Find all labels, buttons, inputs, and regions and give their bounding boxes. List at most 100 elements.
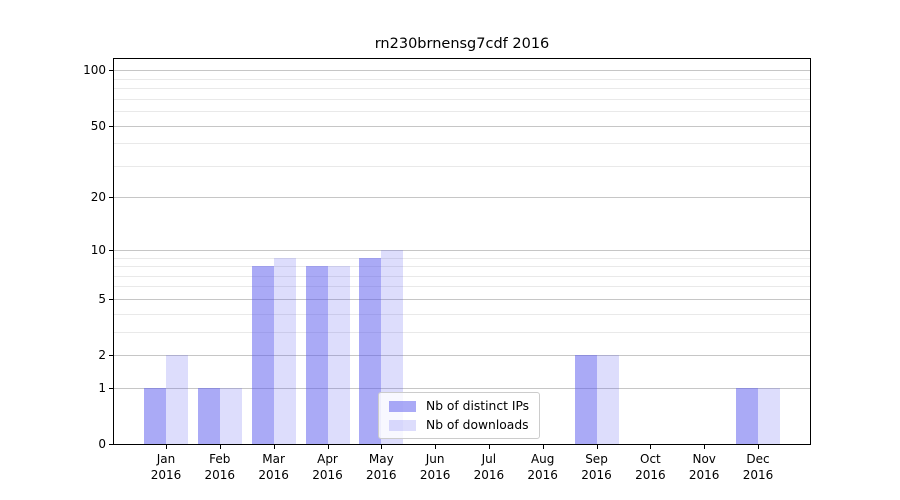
legend-item-downloads: Nb of downloads (389, 418, 529, 432)
major-gridline (114, 125, 810, 127)
minor-gridline (114, 98, 810, 100)
bar-distinct-ips (574, 355, 597, 444)
x-tick-label-line: Apr (317, 452, 338, 466)
x-tick-label-line: 2016 (688, 468, 720, 482)
x-tick-mark (758, 445, 759, 449)
minor-gridline (114, 286, 810, 288)
x-tick-label: Jul 2016 (449, 451, 529, 483)
minor-gridline (114, 275, 810, 277)
x-tick-label-line: Aug (530, 452, 555, 466)
bar-distinct-ips (197, 387, 220, 444)
x-tick-mark (381, 445, 383, 449)
x-tick-label-line: 2016 (527, 468, 558, 482)
downloads-swatch-icon (389, 419, 416, 431)
y-tick-mark (109, 298, 113, 300)
x-tick-label-line: Sep (585, 452, 608, 466)
major-gridline (114, 355, 810, 356)
x-tick-label: Sep 2016 (557, 451, 637, 483)
y-tick-label: 0 (98, 437, 106, 451)
y-tick-label: 5 (98, 291, 106, 306)
x-tick-label-line: Feb (209, 452, 231, 466)
x-tick-mark (596, 445, 598, 449)
major-gridline (114, 298, 810, 300)
bar-downloads (758, 387, 780, 444)
bar-distinct-ips (251, 266, 274, 444)
x-tick-mark (542, 445, 544, 449)
x-tick-label: Oct 2016 (610, 451, 690, 483)
x-tick-label-line: 2016 (204, 468, 236, 482)
minor-gridline (114, 313, 810, 315)
y-tick-label: 2 (98, 348, 106, 362)
y-tick-mark (109, 387, 113, 389)
distinct-ips-swatch-icon (389, 400, 416, 412)
x-tick-mark (704, 445, 706, 449)
y-tick-mark (109, 197, 113, 199)
legend-item-distinct-ips: Nb of distinct IPs (389, 399, 529, 413)
bar-distinct-ips (144, 387, 166, 444)
x-tick-label-line: Dec (746, 452, 770, 466)
x-tick-mark (273, 445, 275, 449)
minor-gridline (114, 111, 810, 113)
x-tick-label: Feb 2016 (180, 451, 260, 483)
y-tick-mark (109, 70, 113, 72)
x-tick-label: Dec 2016 (718, 451, 798, 483)
x-tick-label-line: Oct (640, 452, 661, 466)
legend-label-distinct-ips: Nb of distinct IPs (426, 399, 530, 413)
y-tick-label: 20 (90, 190, 106, 205)
x-tick-label-line: Mar (262, 452, 285, 466)
bar-distinct-ips (359, 257, 382, 444)
y-tick-mark (109, 249, 113, 251)
x-tick-label: Jun 2016 (395, 451, 475, 483)
major-gridline (114, 197, 810, 199)
x-tick-label-line: May (368, 452, 394, 466)
bar-distinct-ips (305, 266, 328, 444)
minor-gridline (114, 331, 810, 333)
x-tick-label-line: Nov (692, 452, 716, 466)
x-tick-label: May 2016 (341, 451, 421, 483)
x-tick-label-line: 2016 (581, 468, 612, 482)
x-tick-label-line: 2016 (312, 468, 343, 482)
y-tick-mark (109, 355, 113, 356)
x-tick-label-line: 2016 (473, 468, 505, 482)
x-tick-label-line: Jan (156, 452, 176, 466)
x-tick-label: Nov 2016 (664, 451, 744, 483)
x-tick-mark (219, 445, 221, 449)
y-tick-label: 50 (90, 118, 106, 133)
y-tick-label: 1 (98, 380, 106, 395)
major-gridline (114, 387, 810, 389)
y-tick-label: 100 (83, 63, 106, 78)
bar-downloads (166, 355, 188, 444)
x-tick-mark (488, 445, 490, 449)
legend-label-downloads: Nb of downloads (426, 418, 529, 432)
minor-gridline (114, 78, 810, 80)
minor-gridline (114, 165, 810, 167)
x-tick-label-line: Jun (425, 452, 445, 466)
y-tick-mark (109, 444, 113, 445)
bar-downloads (219, 387, 242, 444)
x-tick-label-line: 2016 (258, 468, 289, 482)
x-tick-mark (650, 445, 652, 449)
y-tick-mark (109, 125, 113, 127)
bar-distinct-ips (736, 387, 758, 444)
x-tick-label-line: 2016 (150, 468, 182, 482)
minor-gridline (114, 143, 810, 145)
minor-gridline (114, 266, 810, 267)
plot-area (113, 58, 811, 445)
x-tick-mark (166, 445, 167, 449)
chart-title: rn230brnensg7cdf 2016 (374, 36, 550, 52)
bar-downloads (596, 355, 619, 444)
x-tick-label: Aug 2016 (503, 451, 583, 483)
major-gridline (114, 70, 810, 72)
x-tick-label-line: Jul (481, 452, 497, 466)
x-tick-label-line: 2016 (366, 468, 397, 482)
minor-gridline (114, 88, 810, 90)
y-tick-label: 10 (90, 242, 106, 257)
x-tick-label-line: 2016 (419, 468, 451, 482)
x-tick-mark (435, 445, 437, 449)
x-tick-mark (327, 445, 329, 449)
bar-downloads (273, 257, 296, 444)
legend: Nb of distinct IPs Nb of downloads (378, 392, 541, 439)
minor-gridline (114, 257, 810, 259)
x-tick-label: Mar 2016 (234, 451, 314, 483)
